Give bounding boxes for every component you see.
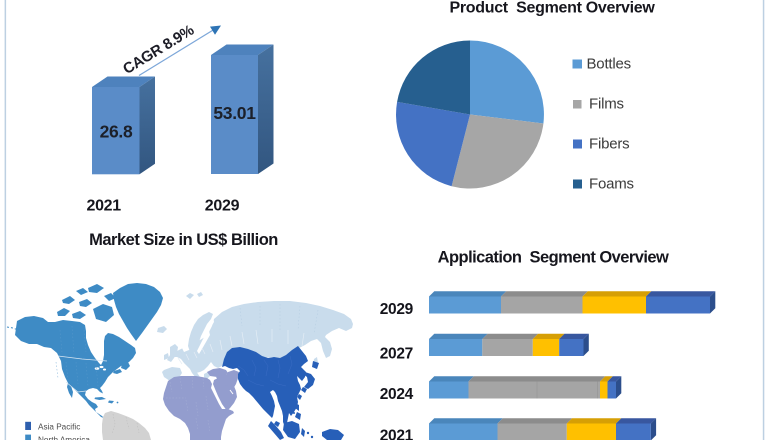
svg-text:26.8: 26.8 — [100, 121, 133, 141]
svg-text:2029: 2029 — [205, 197, 240, 214]
svg-text:Fibers: Fibers — [589, 136, 629, 153]
svg-text:Product Segment Overview: Product Segment Overview — [449, 0, 655, 17]
svg-text:2029: 2029 — [380, 301, 414, 318]
svg-text:Bottles: Bottles — [587, 56, 631, 73]
svg-text:2021: 2021 — [380, 428, 414, 440]
svg-text:North America: North America — [38, 435, 90, 440]
svg-text:2021: 2021 — [86, 197, 121, 214]
svg-text:Asia Pacific: Asia Pacific — [38, 422, 80, 431]
svg-text:Application Segment Overview: Application Segment Overview — [438, 248, 669, 266]
svg-text:2027: 2027 — [380, 346, 413, 363]
svg-text:53.01: 53.01 — [213, 103, 256, 123]
svg-text:Films: Films — [589, 96, 624, 113]
svg-text:Market Size in US$ Billion: Market Size in US$ Billion — [89, 231, 278, 249]
svg-text:Foams: Foams — [589, 176, 634, 193]
svg-text:2024: 2024 — [380, 386, 414, 403]
